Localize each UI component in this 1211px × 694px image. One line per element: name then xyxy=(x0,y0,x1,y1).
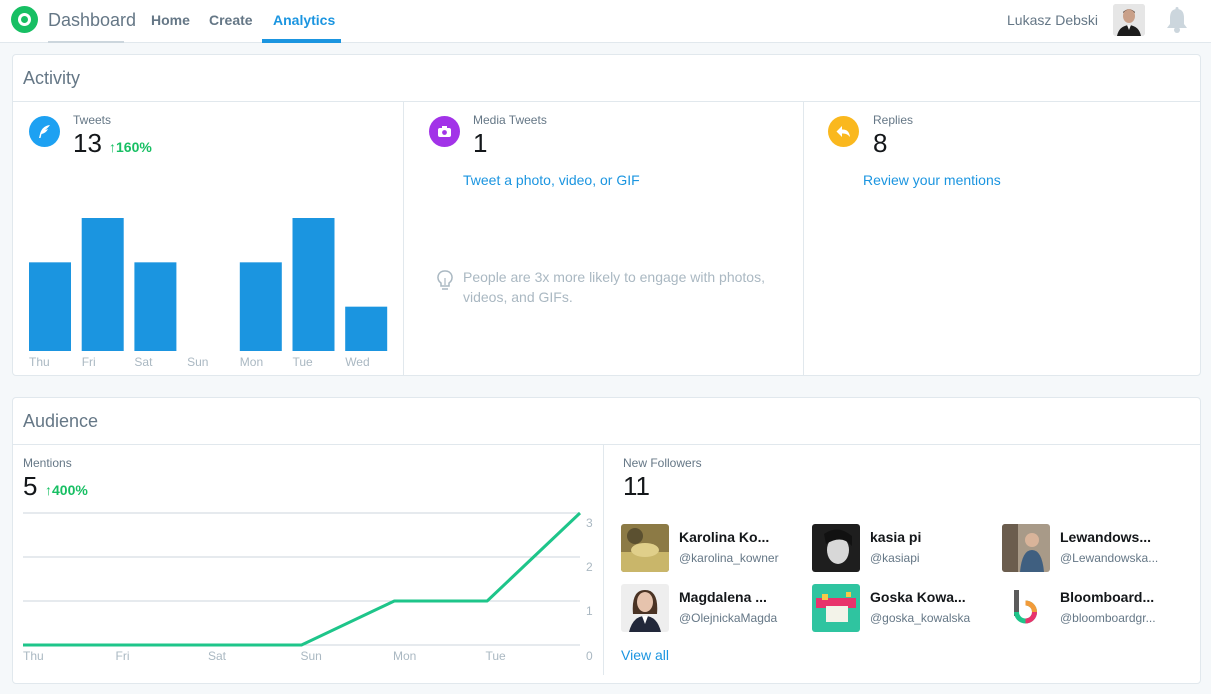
follower-item[interactable]: Magdalena ... @OlejnickaMagda xyxy=(621,584,806,634)
tweet-media-link[interactable]: Tweet a photo, video, or GIF xyxy=(463,172,640,188)
media-tweets-label: Media Tweets xyxy=(473,113,547,127)
column-divider xyxy=(603,445,604,675)
card-divider xyxy=(13,101,1200,102)
arrow-up-icon: ↑ xyxy=(109,139,116,155)
mentions-series-line xyxy=(23,511,582,647)
brand-title[interactable]: Dashboard xyxy=(48,10,137,30)
follower-avatar[interactable] xyxy=(812,524,860,572)
tweets-value: 13 xyxy=(73,128,102,158)
follower-avatar[interactable] xyxy=(621,584,669,632)
y-tick-label: 3 xyxy=(586,516,593,530)
bar-tue[interactable] xyxy=(292,218,335,351)
follower-name[interactable]: Karolina Ko... xyxy=(679,529,770,545)
media-tweets-value: 1 xyxy=(473,128,488,158)
media-tip-text: People are 3x more likely to engage with… xyxy=(463,269,765,305)
activity-card: Activity Tweets 13 ↑160% Thu Fri Sat Sun Mon… xyxy=(12,54,1201,376)
follower-avatar[interactable] xyxy=(1002,584,1050,632)
follower-avatar[interactable] xyxy=(812,584,860,632)
bar-wed[interactable] xyxy=(345,306,388,351)
x-tick-label: Sat xyxy=(134,355,153,369)
x-tick-label: Thu xyxy=(23,649,44,663)
x-tick-label: Wed xyxy=(345,355,369,369)
replies-label: Replies xyxy=(873,113,914,127)
active-tab-indicator xyxy=(262,39,341,43)
follower-name[interactable]: Bloomboard... xyxy=(1060,589,1155,605)
follower-handle: @kasiapi xyxy=(870,551,920,565)
tweets-change-value: 160% xyxy=(116,139,152,155)
x-tick-label: Thu xyxy=(29,355,50,369)
top-navigation: Dashboard Home Create Analytics Lukasz D… xyxy=(0,0,1211,43)
follower-handle: @Lewandowska... xyxy=(1060,551,1159,565)
x-tick-label: Sun xyxy=(301,649,322,663)
nav-home[interactable]: Home xyxy=(151,12,190,28)
mentions-label: Mentions xyxy=(23,456,72,470)
follower-handle: @karolina_kowner xyxy=(679,551,779,565)
logo-icon[interactable] xyxy=(11,6,38,33)
replies-value: 8 xyxy=(873,128,888,158)
x-tick-label: Mon xyxy=(393,649,416,663)
follower-name[interactable]: Lewandows... xyxy=(1060,529,1152,545)
follower-avatar[interactable] xyxy=(621,524,669,572)
x-tick-label: Sun xyxy=(187,355,208,369)
bar-sat[interactable] xyxy=(134,262,177,351)
follower-handle: @goska_kowalska xyxy=(870,611,971,625)
mentions-change: ↑400% xyxy=(45,482,88,498)
mentions-line-chart: Thu Fri Sat Sun Mon Tue 3 2 1 0 xyxy=(23,511,593,663)
brand-underline xyxy=(48,41,124,43)
tweets-label: Tweets xyxy=(73,113,112,127)
notifications-bell-icon[interactable] xyxy=(1164,6,1190,34)
y-tick-label: 2 xyxy=(586,560,593,574)
view-all-followers-link[interactable]: View all xyxy=(621,647,669,663)
x-tick-label: Tue xyxy=(293,355,314,369)
mentions-value: 5 xyxy=(23,471,38,501)
nav-create[interactable]: Create xyxy=(209,12,253,28)
bar-mon[interactable] xyxy=(239,262,282,351)
bar-fri[interactable] xyxy=(81,218,124,351)
x-tick-label: Fri xyxy=(82,355,96,369)
reply-icon xyxy=(828,116,859,147)
follower-avatar[interactable] xyxy=(1002,524,1050,572)
bar-thu[interactable] xyxy=(29,262,71,351)
camera-icon xyxy=(429,116,460,147)
follower-name[interactable]: Goska Kowa... xyxy=(870,589,966,605)
follower-handle: @OlejnickaMagda xyxy=(679,611,778,625)
follower-item[interactable]: Goska Kowa... @goska_kowalska xyxy=(812,584,997,634)
review-mentions-link[interactable]: Review your mentions xyxy=(863,172,1001,188)
arrow-up-icon: ↑ xyxy=(45,482,52,498)
audience-card: Audience Mentions 5 ↑400% Thu Fri Sat Sun Mo… xyxy=(12,397,1201,684)
tweets-change: ↑160% xyxy=(109,139,152,155)
nav-analytics[interactable]: Analytics xyxy=(273,12,336,28)
tweets-bar-chart: Thu Fri Sat Sun Mon Tue Wed xyxy=(29,218,388,369)
new-followers-value: 11 xyxy=(623,471,650,501)
x-tick-label: Tue xyxy=(486,649,507,663)
follower-item[interactable]: Bloomboard... @bloomboardgr... xyxy=(1002,584,1187,634)
follower-name[interactable]: kasia pi xyxy=(870,529,922,545)
follower-item[interactable]: kasia pi @kasiapi xyxy=(812,524,997,574)
username[interactable]: Lukasz Debski xyxy=(1007,12,1099,28)
lightbulb-icon xyxy=(436,269,454,298)
x-tick-label: Fri xyxy=(116,649,130,663)
follower-name[interactable]: Magdalena ... xyxy=(679,589,767,605)
card-divider xyxy=(13,444,1200,445)
x-tick-label: Mon xyxy=(240,355,263,369)
x-tick-label: Sat xyxy=(208,649,227,663)
new-followers-label: New Followers xyxy=(623,456,702,470)
activity-title: Activity xyxy=(23,68,81,88)
y-tick-label: 0 xyxy=(586,649,593,663)
audience-title: Audience xyxy=(23,411,99,431)
column-divider xyxy=(803,102,804,376)
column-divider xyxy=(403,102,404,376)
follower-item[interactable]: Karolina Ko... @karolina_kowner xyxy=(621,524,806,574)
avatar[interactable] xyxy=(1113,4,1145,36)
y-tick-label: 1 xyxy=(586,604,593,618)
mentions-change-value: 400% xyxy=(52,482,88,498)
feather-icon xyxy=(29,116,60,147)
follower-handle: @bloomboardgr... xyxy=(1060,611,1156,625)
follower-item[interactable]: Lewandows... @Lewandowska... xyxy=(1002,524,1187,574)
